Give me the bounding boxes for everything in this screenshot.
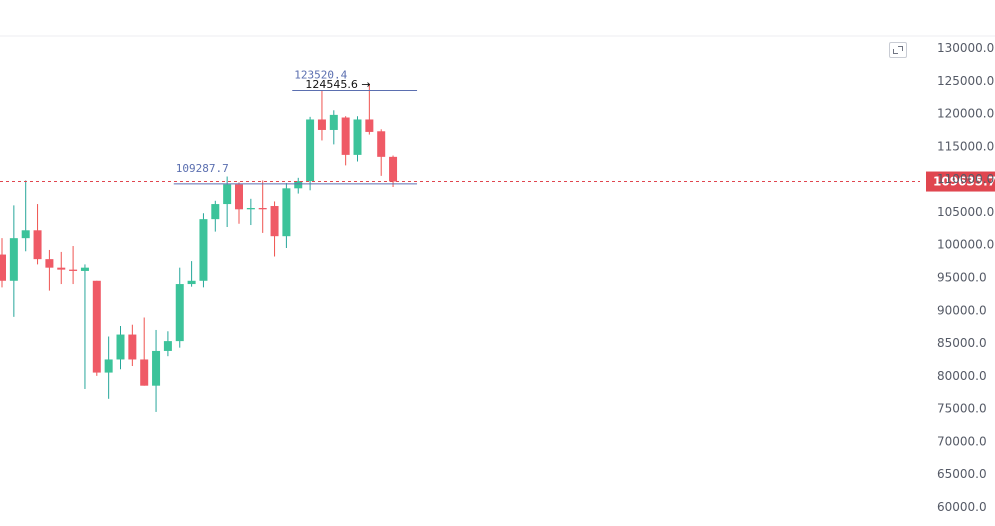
- candle[interactable]: [92, 280, 101, 376]
- candle[interactable]: [235, 182, 243, 224]
- candle[interactable]: [140, 317, 149, 386]
- candle-body: [270, 206, 279, 237]
- candle[interactable]: [211, 200, 220, 232]
- candle[interactable]: [33, 204, 42, 265]
- current-price-badge-bg: [926, 171, 995, 192]
- candle-body: [187, 280, 196, 285]
- fullscreen-toggle-icon[interactable]: [889, 42, 907, 58]
- candle-body: [9, 238, 18, 281]
- candle-body: [258, 207, 267, 210]
- candle[interactable]: [282, 183, 291, 248]
- candle[interactable]: [377, 129, 386, 176]
- candle[interactable]: [270, 201, 279, 257]
- y-tick-label: 90000.0: [937, 303, 987, 317]
- candle-body: [57, 267, 66, 270]
- candle-body: [92, 280, 101, 373]
- candle[interactable]: [45, 249, 54, 291]
- candle-body: [235, 184, 243, 210]
- candle[interactable]: [258, 180, 267, 233]
- candle-body: [80, 267, 89, 271]
- candle[interactable]: [246, 198, 255, 226]
- price-axis[interactable]: 130000.0 125000.0 120000.0 115000.0 110000.0…: [937, 41, 994, 514]
- y-tick-label: 115000.0: [937, 139, 994, 153]
- candle[interactable]: [69, 246, 78, 285]
- candle-body: [152, 350, 161, 386]
- candle[interactable]: [175, 267, 184, 348]
- candle[interactable]: [329, 110, 338, 145]
- candle-body: [353, 119, 362, 155]
- candle[interactable]: [9, 205, 18, 317]
- y-tick-label: 65000.0: [937, 467, 987, 481]
- candle-body: [21, 230, 30, 239]
- y-tick-label: 75000.0: [937, 402, 987, 416]
- y-tick-label: 130000.0: [937, 41, 994, 55]
- price-annotation[interactable]: 124545.6 →: [305, 78, 370, 91]
- candle[interactable]: [199, 213, 208, 288]
- y-tick-label: 125000.0: [937, 74, 994, 88]
- candles-layer: [0, 83, 398, 412]
- candle[interactable]: [152, 329, 161, 412]
- candle-body: [45, 259, 54, 268]
- candle-body: [33, 230, 42, 260]
- candle[interactable]: [128, 324, 137, 367]
- y-tick-label: 95000.0: [937, 271, 987, 285]
- candle[interactable]: [389, 155, 398, 188]
- y-tick-label: 60000.0: [937, 500, 987, 514]
- candle[interactable]: [57, 251, 66, 285]
- candle[interactable]: [306, 116, 315, 191]
- candle[interactable]: [223, 176, 232, 228]
- candle[interactable]: [163, 331, 172, 357]
- candle-body: [389, 156, 398, 182]
- candle-body: [282, 188, 291, 237]
- candle-body: [128, 334, 137, 360]
- candle-body: [223, 184, 232, 205]
- candle-body: [104, 359, 113, 373]
- candle-body: [329, 114, 338, 130]
- candle-body: [365, 119, 374, 132]
- candle-body: [317, 119, 326, 130]
- candle[interactable]: [365, 83, 374, 135]
- current-price-label: 109635.7: [933, 175, 995, 189]
- annotation-label: 123520.4: [294, 68, 347, 81]
- annotation-label: 109287.7: [176, 162, 229, 175]
- current-price-layer: 109635.7: [0, 171, 995, 192]
- candle-body: [341, 117, 350, 155]
- y-tick-label: 105000.0: [937, 205, 994, 219]
- candle[interactable]: [353, 116, 362, 162]
- candle-body: [69, 269, 78, 271]
- candle[interactable]: [341, 116, 350, 166]
- y-tick-label: 120000.0: [937, 107, 994, 121]
- candle-body: [140, 359, 149, 386]
- candle[interactable]: [80, 264, 89, 389]
- candle[interactable]: [294, 177, 303, 194]
- candle-body: [163, 341, 172, 351]
- candle-body: [0, 254, 6, 281]
- candle[interactable]: [116, 326, 125, 370]
- candle-body: [246, 207, 255, 210]
- candle[interactable]: [104, 336, 113, 399]
- y-tick-label: 100000.0: [937, 238, 994, 252]
- candle[interactable]: [187, 261, 196, 287]
- candle[interactable]: [317, 90, 326, 141]
- candle[interactable]: [21, 180, 30, 252]
- candle-body: [294, 181, 303, 189]
- price-annotation[interactable]: 109287.7: [173, 162, 418, 185]
- y-tick-label: 80000.0: [937, 369, 987, 383]
- y-tick-label: 85000.0: [937, 336, 987, 350]
- annotation-label: 124545.6 →: [305, 78, 370, 91]
- candle-body: [116, 334, 125, 360]
- candle-body: [199, 219, 208, 281]
- candle-body: [377, 131, 386, 157]
- candle[interactable]: [0, 238, 6, 288]
- y-tick-label: 110000.0: [937, 172, 994, 186]
- current-price-badge: 109635.7: [926, 171, 995, 192]
- candle-body: [175, 284, 184, 342]
- candle-body: [211, 204, 220, 220]
- price-annotation[interactable]: 123520.4: [292, 68, 418, 91]
- y-tick-label: 70000.0: [937, 434, 987, 448]
- candle-body: [306, 119, 315, 182]
